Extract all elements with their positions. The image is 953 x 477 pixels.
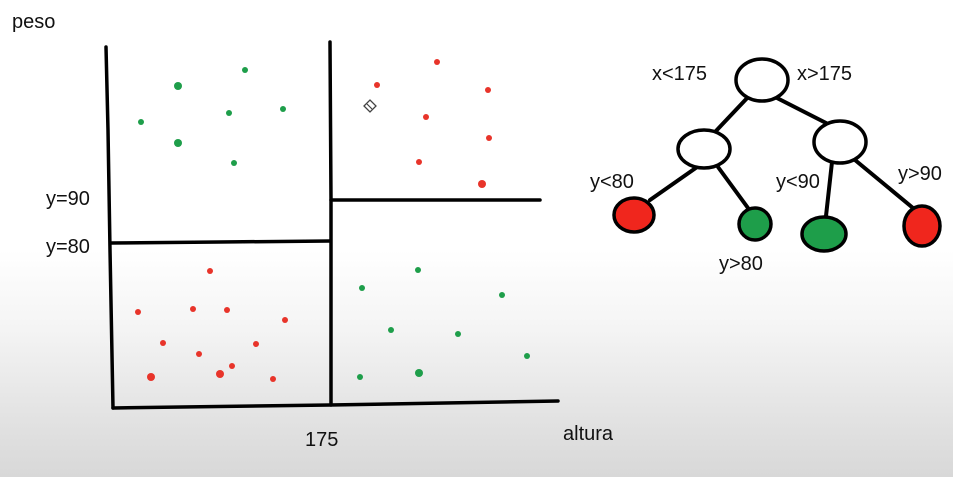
red-point [207, 268, 213, 274]
green-point [499, 292, 505, 298]
y90-label: y=90 [46, 188, 90, 210]
green-point [138, 119, 144, 125]
green-point [231, 160, 237, 166]
leaf-red-left [612, 196, 656, 234]
red-point [282, 317, 288, 323]
red-point [485, 87, 491, 93]
green-point [415, 369, 423, 377]
leaf-green-right [800, 215, 848, 253]
edge-root-right [773, 95, 832, 127]
red-point [147, 373, 155, 381]
leaf-red-right [902, 204, 942, 248]
green-point [357, 374, 363, 380]
right-child-left-edge-label: y<90 [776, 171, 820, 193]
red-point [478, 180, 486, 188]
red-point [374, 82, 380, 88]
x-split-line [328, 40, 333, 407]
green-point [174, 139, 182, 147]
green-point [388, 327, 394, 333]
x-axis-label: altura [563, 423, 614, 445]
red-point [270, 376, 276, 382]
edge-right-leaf4 [853, 158, 915, 210]
green-point [455, 331, 461, 337]
right-child-right-edge-label: y>90 [898, 163, 942, 185]
green-point [242, 67, 248, 73]
red-point [224, 307, 230, 313]
red-point [416, 159, 422, 165]
root-node [734, 57, 790, 103]
left-child-left-edge-label: y<80 [590, 171, 634, 193]
red-point [135, 309, 141, 315]
red-point [434, 59, 440, 65]
root-right-edge-label: x>175 [797, 63, 853, 85]
y80-split-line [109, 239, 332, 245]
cursor-icon [363, 99, 377, 113]
red-point [196, 351, 202, 357]
red-point [423, 114, 429, 120]
scatter-points [135, 59, 530, 382]
edge-root-left [713, 93, 752, 134]
scatter-plot [104, 40, 560, 410]
edge-left-leaf1 [648, 163, 702, 202]
green-point [359, 285, 365, 291]
right-node [812, 119, 868, 165]
green-point [226, 110, 232, 116]
left-node [676, 128, 732, 170]
red-point [253, 341, 259, 347]
green-point [524, 353, 530, 359]
red-point [216, 370, 224, 378]
y-axis-line [104, 45, 115, 410]
left-child-right-edge-label: y>80 [719, 253, 763, 275]
x-split-tick-label: 175 [305, 429, 339, 451]
x-axis-line [111, 399, 560, 410]
y80-label: y=80 [46, 236, 90, 258]
edge-right-leaf3 [824, 160, 834, 218]
y-axis-label: peso [12, 11, 56, 33]
root-left-edge-label: x<175 [652, 63, 708, 85]
red-point [190, 306, 196, 312]
red-point [229, 363, 235, 369]
green-point [174, 82, 182, 90]
edge-left-leaf2 [716, 165, 750, 210]
red-point [486, 135, 492, 141]
red-point [160, 340, 166, 346]
decision-tree [612, 57, 942, 253]
green-point [280, 106, 286, 112]
green-point [415, 267, 421, 273]
leaf-green-left [737, 206, 773, 242]
